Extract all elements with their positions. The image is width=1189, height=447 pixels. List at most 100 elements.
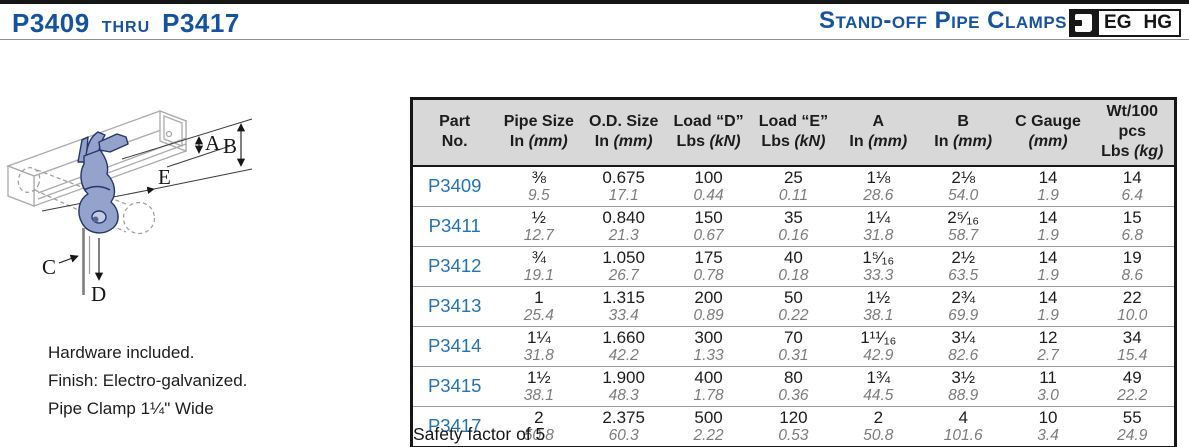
clamp-strap-lines [82,228,91,295]
dim-b-cell: 2½ 63.5 [920,246,1006,287]
part-number-cell[interactable]: P3409 [412,166,497,207]
part-number-link[interactable]: P3413 [427,295,482,316]
dim-b-mm: 69.9 [948,307,979,324]
pipe-size-cell: 1½ 38.1 [496,366,582,407]
load-d-kn: 0.89 [693,307,724,324]
dim-a-mm: 33.3 [863,267,894,284]
dim-b-in: 2½ [951,248,975,267]
part-range-end: P3417 [162,8,240,38]
part-number-cell[interactable]: P3413 [411,286,497,327]
weight-cell: 19 8.6 [1090,246,1176,287]
weight-cell: 22 10.0 [1090,286,1176,327]
dim-b-cell: 3¼ 82.6 [920,326,1006,367]
table-row: P3411 ½ 12.7 0.840 21.3 150 0.67 35 0.16 1¼ 3… [411,206,1176,247]
part-number-link[interactable]: P3409 [427,175,482,196]
weight-kg: 22.2 [1117,387,1148,404]
od-size-in: 1.050 [602,248,645,267]
od-size-cell: 2.375 60.3 [581,406,667,447]
table-row: P3412 ¾ 19.1 1.050 26.7 175 0.78 40 0.18 1⁵⁄… [411,246,1176,287]
load-e-cell: 70 0.31 [751,326,836,367]
load-d-kn: 0.67 [693,227,724,244]
table-row: P3413 1 25.4 1.315 33.4 200 0.89 50 0.22 1½ 3… [411,286,1176,327]
dim-a-in: 2 [873,408,884,427]
c-gauge-cell: 14 1.9 [1005,246,1091,287]
dim-a-in: 1¼ [866,208,891,227]
part-number-cell[interactable]: P3417 [411,406,497,447]
pipe-size-cell: 1¼ 31.8 [496,326,582,367]
spec-table-body: P3409 ⅜ 9.5 0.675 17.1 100 0.44 25 0.11 1⅛ 28… [411,166,1176,447]
load-e-lbs: 80 [783,368,803,387]
load-d-lbs: 175 [694,248,723,267]
dim-a-in: 1½ [866,288,891,307]
dim-a-mm: 44.5 [863,387,894,404]
dim-a-in: 1⅛ [866,168,891,187]
pipe-clamp-drawing [77,131,129,234]
page-title-part-range: P3409 THRU P3417 [12,8,240,39]
c-gauge-mm: 3.4 [1037,427,1059,444]
od-size-mm: 21.3 [608,227,639,244]
load-e-kn: 0.11 [778,187,808,204]
load-e-cell: 40 0.18 [751,246,836,287]
dim-a-cell: 1¼ 31.8 [835,206,921,247]
part-number-cell[interactable]: P3412 [411,246,497,287]
col-header-dim-b: B In (mm) [920,98,1006,167]
pipe-size-cell: 2 50.8 [496,406,582,447]
table-row: P3409 ⅜ 9.5 0.675 17.1 100 0.44 25 0.11 1⅛ 28… [412,166,1176,207]
od-size-in: 0.840 [602,208,645,227]
dim-b-cell: 3½ 88.9 [920,366,1006,407]
load-d-lbs: 150 [694,208,723,227]
part-number-link[interactable]: P3415 [427,375,482,396]
weight-lbs: 55 [1122,408,1142,427]
weight-kg: 10.0 [1117,307,1148,324]
pipe-size-in: 2 [534,408,544,427]
pipe-size-in: ¾ [531,248,546,267]
col-header-load-e: Load “E” Lbs (kN) [751,98,836,167]
dim-b-in: 2¾ [951,288,975,307]
finish-badge-box: EG HG [1097,9,1181,37]
load-d-kn: 0.78 [693,267,724,284]
product-notes: Hardware included. Finish: Electro-galva… [48,343,247,427]
dim-b-mm: 82.6 [948,347,979,364]
c-gauge-cell: 12 2.7 [1005,326,1091,367]
load-e-cell: 50 0.22 [751,286,836,327]
col-header-weight: Wt/100 pcs Lbs (kg) [1090,98,1176,167]
part-number-link[interactable]: P3411 [428,215,481,236]
dim-b-cell: 4 101.6 [920,406,1006,447]
part-number-link[interactable]: P3417 [427,415,482,436]
c-gauge-mm: 1.9 [1037,307,1059,324]
part-number-cell[interactable]: P3411 [411,206,497,247]
dim-b-cell: 2¾ 69.9 [920,286,1006,327]
spec-table: Part No. Pipe Size In (mm) O.D. Size In (mm… [410,97,1177,447]
part-number-cell[interactable]: P3414 [411,326,497,367]
weight-cell: 49 22.2 [1090,366,1176,407]
dim-a-cell: 1⅛ 28.6 [836,166,921,207]
dim-b-in: 3¼ [951,328,975,347]
dim-label-c: C [42,255,56,279]
load-d-lbs: 100 [694,168,723,187]
col-header-od-size: O.D. Size In (mm) [581,98,667,167]
c-gauge-mm: 2.7 [1037,347,1059,364]
table-footnote: Safety factor of 5 [413,424,546,444]
note-clamp-width: Pipe Clamp 1¼" Wide [48,399,214,418]
load-e-cell: 35 0.16 [751,206,836,247]
finish-badge-eg: EG [1104,12,1132,33]
part-number-link[interactable]: P3414 [427,335,482,356]
dim-b-in: 3½ [951,368,975,387]
load-e-lbs: 40 [783,248,803,267]
pipe-size-cell: ⅜ 9.5 [496,166,581,207]
c-gauge: 12 [1038,328,1058,347]
od-size-cell: 0.675 17.1 [581,166,666,207]
pipe-size-in: ⅜ [531,168,546,187]
finish-badges: EG HG [1069,9,1181,37]
weight-lbs: 15 [1122,208,1142,227]
od-size-mm: 26.7 [608,267,639,284]
c-gauge: 14 [1038,168,1058,187]
part-number-link[interactable]: P3412 [427,255,482,276]
dim-a-in: 1⁵⁄₁₆ [862,248,895,267]
pipe-size-in: ½ [531,208,546,227]
load-e-kn: 0.16 [778,227,809,244]
thru-label: THRU [101,19,151,36]
c-gauge: 10 [1038,408,1058,427]
part-number-cell[interactable]: P3415 [411,366,497,407]
